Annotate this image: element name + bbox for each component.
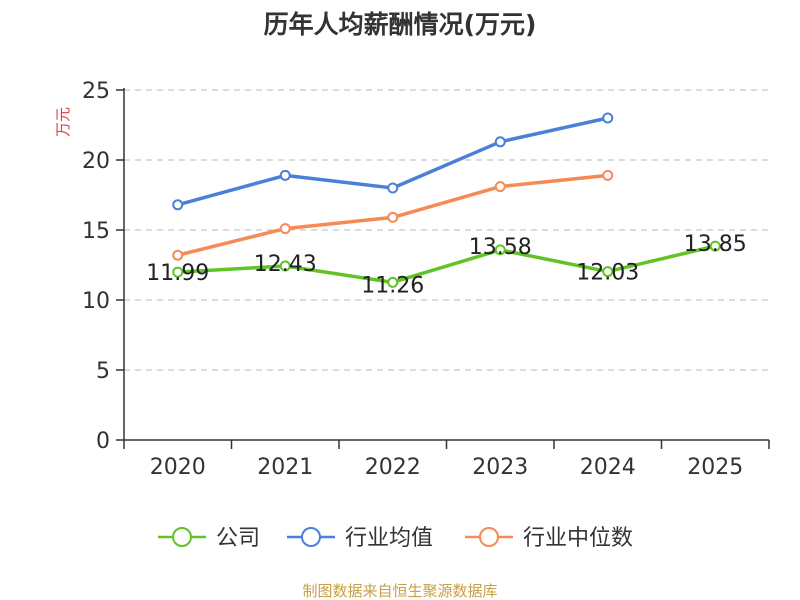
y-tick-label: 0 <box>96 429 110 454</box>
data-label: 13.85 <box>684 232 747 257</box>
data-point <box>494 181 506 193</box>
data-point <box>172 249 184 261</box>
legend-label: 公司 <box>216 526 260 551</box>
chart-title: 历年人均薪酬情况(万元) <box>264 10 537 39</box>
data-point <box>494 136 506 148</box>
x-tick-label: 2021 <box>257 455 313 480</box>
data-point <box>387 211 399 223</box>
x-tick-label: 2025 <box>687 455 743 480</box>
data-labels: 11.99 12.43 11.26 13.58 12.03 13.85 <box>146 232 746 298</box>
x-tick-label: 2020 <box>150 455 206 480</box>
legend-marker <box>301 527 321 547</box>
y-tick-label: 15 <box>82 219 110 244</box>
series-line <box>176 244 717 285</box>
data-point <box>602 169 614 181</box>
legend-item[interactable]: 行业中位数 <box>465 526 633 551</box>
data-point <box>387 182 399 194</box>
data-label: 13.58 <box>469 235 532 260</box>
legend-label: 行业中位数 <box>523 526 633 551</box>
y-tick-label: 5 <box>96 359 110 384</box>
series-0 <box>172 240 721 288</box>
y-tick-labels: 0 5 10 15 20 25 <box>82 79 110 454</box>
data-label: 12.43 <box>254 252 317 277</box>
source-note: 制图数据来自恒生聚源数据库 <box>302 582 497 600</box>
data-label: 11.99 <box>146 261 209 286</box>
legend-marker <box>479 527 499 547</box>
x-tick-label: 2023 <box>472 455 528 480</box>
data-point <box>279 169 291 181</box>
axes <box>116 88 770 449</box>
legend-marker <box>172 527 192 547</box>
legend[interactable]: 公司 行业均值 行业中位数 <box>158 526 633 551</box>
data-point <box>172 266 184 278</box>
data-point <box>494 244 506 256</box>
data-point <box>602 112 614 124</box>
data-label: 11.26 <box>361 273 424 298</box>
legend-label: 行业均值 <box>345 526 433 551</box>
series-2 <box>172 169 614 261</box>
data-point <box>602 266 614 278</box>
x-tick-label: 2024 <box>580 455 636 480</box>
legend-item[interactable]: 行业均值 <box>287 526 433 551</box>
data-point <box>709 240 721 252</box>
x-tick-labels: 2020 2021 2022 2023 2024 2025 <box>150 455 744 480</box>
y-tick-label: 10 <box>82 289 110 314</box>
x-tick-label: 2022 <box>365 455 421 480</box>
data-point <box>279 223 291 235</box>
data-label: 12.03 <box>576 261 639 286</box>
y-axis-label: 万元 <box>54 107 72 137</box>
data-point <box>172 199 184 211</box>
data-point <box>279 260 291 272</box>
series-lines <box>172 112 721 288</box>
series-1 <box>172 112 614 211</box>
y-tick-label: 25 <box>82 79 110 104</box>
legend-item[interactable]: 公司 <box>158 526 260 551</box>
data-point <box>387 276 399 288</box>
y-tick-label: 20 <box>82 149 110 174</box>
grid-lines <box>124 89 769 371</box>
